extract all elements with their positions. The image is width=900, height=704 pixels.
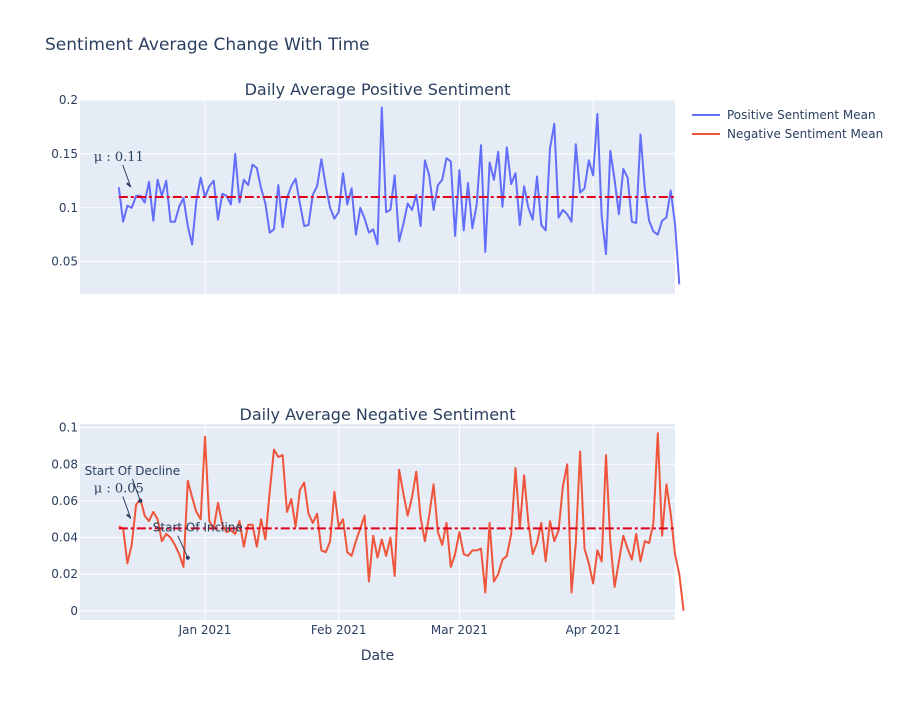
legend[interactable]: Positive Sentiment Mean Negative Sentime… [692, 108, 883, 141]
positive-y-ticks: 0.05 0.1 0.15 0.2 [51, 93, 78, 269]
y-tick-label: 0.2 [59, 93, 78, 107]
annotation-label: Start Of Decline [85, 464, 181, 478]
y-tick-label: 0.05 [51, 255, 78, 269]
y-tick-label: 0.08 [51, 457, 78, 471]
positive-marks: μ : 0.11 [94, 106, 681, 285]
mean-annotation-arrow [122, 496, 132, 519]
mean-annotation-label: μ : 0.05 [94, 481, 144, 496]
mean-annotation-arrow [122, 164, 132, 188]
y-tick-label: 0.15 [51, 147, 78, 161]
negative-subplot-title: Daily Average Negative Sentiment [240, 405, 516, 424]
y-tick-label: 0 [70, 604, 78, 618]
annotation-point [185, 555, 190, 560]
x-tick-label: Apr 2021 [566, 623, 621, 637]
positive-subplot-title: Daily Average Positive Sentiment [245, 80, 511, 99]
x-tick-label: Mar 2021 [431, 623, 488, 637]
y-tick-label: 0.02 [51, 567, 78, 581]
mean-annotation-arrowhead [126, 182, 132, 188]
negative-y-ticks: 0 0.02 0.04 0.06 0.08 0.1 [51, 421, 78, 618]
legend-item-positive[interactable]: Positive Sentiment Mean [692, 108, 876, 122]
legend-item-negative[interactable]: Negative Sentiment Mean [692, 127, 883, 141]
y-tick-label: 0.06 [51, 494, 78, 508]
series-line [118, 432, 685, 611]
x-axis-label: Date [361, 648, 394, 664]
mean-annotation-label: μ : 0.11 [94, 150, 144, 165]
x-tick-label: Jan 2021 [178, 623, 232, 637]
positive-subplot: 0.05 0.1 0.15 0.2 Daily Average Positive Se… [51, 80, 681, 294]
annotation-label: Start Of Incline [153, 521, 243, 535]
annotation-point [138, 498, 143, 503]
x-tick-label: Feb 2021 [311, 623, 367, 637]
mean-annotation-arrowhead [126, 513, 132, 519]
negative-subplot: 0 0.02 0.04 0.06 0.08 0.1 Daily Average Negat… [51, 405, 685, 620]
negative-marks: μ : 0.05 Start Of Decline Start Of Incline [85, 432, 685, 611]
y-tick-label: 0.1 [59, 201, 78, 215]
y-tick-label: 0.1 [59, 421, 78, 435]
annotation-arrow [131, 478, 141, 502]
series-line [117, 106, 681, 285]
legend-label-negative: Negative Sentiment Mean [727, 127, 883, 141]
annotation-arrow [177, 535, 189, 558]
x-axis-ticks: Jan 2021 Feb 2021 Mar 2021 Apr 2021 [178, 623, 621, 637]
y-tick-label: 0.04 [51, 531, 78, 545]
legend-label-positive: Positive Sentiment Mean [727, 108, 876, 122]
chart-title: Sentiment Average Change With Time [45, 35, 370, 55]
